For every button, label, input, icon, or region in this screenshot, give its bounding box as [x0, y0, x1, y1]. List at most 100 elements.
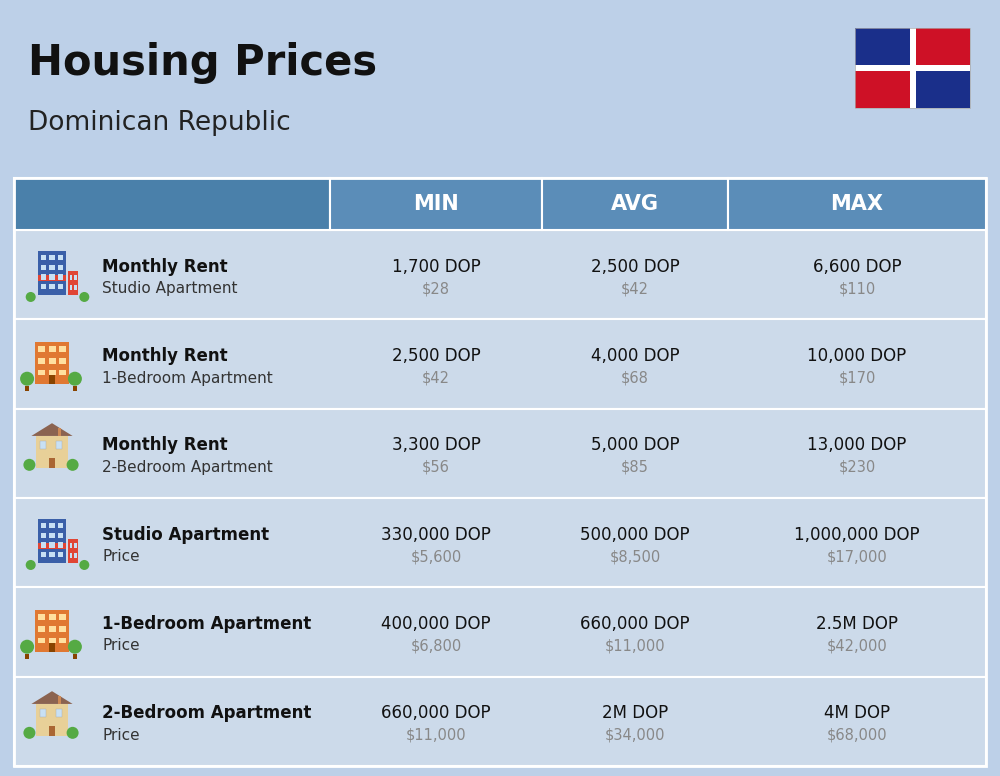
Text: Dominican Republic: Dominican Republic [28, 110, 291, 136]
Bar [59, 625, 66, 632]
Text: $110: $110 [838, 281, 876, 296]
Bar [855, 68, 912, 108]
Bar [49, 523, 55, 528]
Bar [41, 274, 46, 279]
Bar [330, 178, 542, 230]
Circle shape [26, 292, 36, 302]
Text: Studio Apartment: Studio Apartment [102, 525, 269, 544]
Text: 660,000 DOP: 660,000 DOP [580, 615, 690, 633]
Bar [74, 285, 77, 290]
Bar [58, 265, 63, 270]
Bar [73, 386, 77, 391]
Bar [14, 677, 986, 766]
Bar [14, 409, 986, 498]
Bar [855, 28, 970, 108]
Text: Price: Price [102, 549, 140, 564]
Text: 1-Bedroom Apartment: 1-Bedroom Apartment [102, 370, 273, 386]
Bar [38, 625, 45, 632]
Bar [70, 542, 72, 548]
Circle shape [68, 372, 82, 386]
Bar [35, 342, 69, 383]
Circle shape [23, 459, 35, 471]
Polygon shape [31, 423, 73, 436]
Bar [41, 255, 46, 261]
Circle shape [26, 560, 36, 570]
Bar [58, 523, 63, 528]
Text: $42,000: $42,000 [827, 639, 887, 653]
Bar [59, 358, 66, 364]
Text: 2M DOP: 2M DOP [602, 705, 668, 722]
Circle shape [79, 560, 89, 570]
Text: $17,000: $17,000 [827, 549, 887, 564]
Text: 2.5M DOP: 2.5M DOP [816, 615, 898, 633]
Bar [910, 28, 916, 108]
Bar [56, 441, 62, 449]
Bar [49, 376, 55, 383]
Bar [49, 552, 55, 557]
Bar [542, 178, 728, 230]
Bar [49, 614, 56, 620]
Text: 1,700 DOP: 1,700 DOP [392, 258, 480, 275]
Text: 1-Bedroom Apartment: 1-Bedroom Apartment [102, 615, 311, 633]
Text: AVG: AVG [611, 194, 659, 214]
Bar [49, 625, 56, 632]
Bar [728, 178, 986, 230]
Text: 330,000 DOP: 330,000 DOP [381, 525, 491, 544]
Circle shape [20, 639, 34, 653]
Bar [38, 358, 45, 364]
Bar [49, 358, 56, 364]
Bar [68, 271, 78, 295]
Bar [70, 285, 72, 290]
Text: 13,000 DOP: 13,000 DOP [807, 436, 907, 454]
Bar [40, 441, 46, 449]
Bar [35, 610, 69, 652]
Text: Monthly Rent: Monthly Rent [102, 347, 228, 365]
Bar [59, 346, 66, 352]
Bar [58, 696, 61, 704]
Circle shape [67, 459, 79, 471]
Text: 10,000 DOP: 10,000 DOP [807, 347, 907, 365]
Text: $42: $42 [422, 370, 450, 386]
Bar [56, 708, 62, 717]
Bar [14, 320, 986, 409]
Text: $28: $28 [422, 281, 450, 296]
Bar [49, 458, 55, 468]
Bar [58, 284, 63, 289]
Bar [38, 369, 45, 376]
Bar [74, 275, 77, 280]
Bar [14, 498, 986, 587]
Bar [58, 532, 63, 538]
Bar [73, 653, 77, 659]
Bar [36, 436, 68, 468]
Bar [38, 638, 45, 643]
Bar [58, 274, 63, 279]
Bar [59, 369, 66, 376]
Bar [70, 553, 72, 558]
Text: $5,600: $5,600 [410, 549, 462, 564]
Circle shape [68, 639, 82, 653]
Bar [38, 275, 66, 281]
Text: $11,000: $11,000 [406, 728, 466, 743]
Bar [14, 178, 330, 230]
Text: 6,600 DOP: 6,600 DOP [813, 258, 901, 275]
Text: 2-Bedroom Apartment: 2-Bedroom Apartment [102, 705, 311, 722]
Bar [49, 346, 56, 352]
Text: Monthly Rent: Monthly Rent [102, 436, 228, 454]
Text: 2,500 DOP: 2,500 DOP [392, 347, 480, 365]
Bar [38, 251, 66, 295]
Bar [855, 65, 970, 71]
Text: 4,000 DOP: 4,000 DOP [591, 347, 679, 365]
Circle shape [67, 727, 79, 739]
Bar [74, 553, 77, 558]
Text: 2-Bedroom Apartment: 2-Bedroom Apartment [102, 460, 273, 475]
Bar [49, 542, 55, 548]
Circle shape [20, 372, 34, 386]
Bar [49, 369, 56, 376]
Text: 660,000 DOP: 660,000 DOP [381, 705, 491, 722]
Text: $8,500: $8,500 [609, 549, 661, 564]
Bar [58, 542, 63, 548]
Bar [49, 274, 55, 279]
Bar [49, 532, 55, 538]
Bar [59, 638, 66, 643]
Bar [25, 653, 29, 659]
